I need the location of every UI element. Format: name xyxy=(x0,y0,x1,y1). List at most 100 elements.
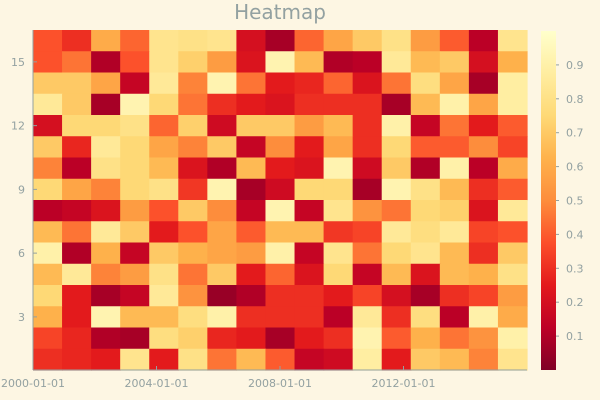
heatmap-cell xyxy=(352,157,383,180)
heatmap-cell xyxy=(294,242,325,265)
heatmap-cell xyxy=(410,30,441,52)
heatmap-cell xyxy=(91,242,121,265)
heatmap-cell xyxy=(410,348,441,371)
heatmap-cell xyxy=(294,200,325,222)
colorbar: 0.1 0.2 0.3 0.4 0.5 0.6 0.7 0.8 0.9 xyxy=(541,31,584,370)
heatmap-cell xyxy=(207,263,238,286)
heatmap-cell xyxy=(149,178,179,201)
heatmap-cell xyxy=(265,157,296,180)
heatmap-cell xyxy=(381,263,412,286)
heatmap-cell xyxy=(62,93,92,116)
heatmap-cell xyxy=(352,136,383,159)
heatmap-cell xyxy=(178,221,208,244)
heatmap-cell xyxy=(62,306,92,329)
heatmap-cell xyxy=(91,115,121,137)
heatmap-cell xyxy=(178,72,208,95)
heatmap-cell xyxy=(149,263,179,286)
heatmap-cell xyxy=(468,115,499,137)
heatmap-cell xyxy=(497,72,528,95)
colorbar-tick-label: 0.2 xyxy=(566,296,584,309)
heatmap-cell xyxy=(468,136,499,159)
axes: 2000-01-01 2004-01-01 2008-01-01 2012-01-01… xyxy=(1,30,527,390)
heatmap-cell xyxy=(120,51,150,74)
heatmap-cell xyxy=(439,72,470,95)
heatmap-cell xyxy=(323,263,354,286)
heatmap-cell xyxy=(323,157,354,180)
heatmap-cell xyxy=(207,242,238,265)
heatmap-cell xyxy=(236,285,267,307)
heatmap-cell xyxy=(33,115,63,137)
heatmap-cell xyxy=(120,93,150,116)
colorbar-tick-label: 0.5 xyxy=(566,195,584,208)
heatmap-cell xyxy=(439,285,470,307)
heatmap-cell xyxy=(33,327,63,350)
heatmap-cell xyxy=(207,51,238,74)
heatmap-cell xyxy=(497,327,528,350)
heatmap-cell xyxy=(381,285,412,307)
heatmap-cell xyxy=(381,30,412,52)
heatmap-cell xyxy=(265,136,296,159)
heatmap-cell xyxy=(439,136,470,159)
heatmap-cell xyxy=(352,242,383,265)
heatmap-cell xyxy=(497,285,528,307)
heatmap-cell xyxy=(91,72,121,95)
heatmap-cell xyxy=(91,306,121,329)
heatmap-cell xyxy=(381,242,412,265)
y-tick-label: 9 xyxy=(18,183,25,196)
heatmap-cell xyxy=(497,263,528,286)
heatmap-cell xyxy=(120,157,150,180)
heatmap-cell xyxy=(120,178,150,201)
heatmap-cell xyxy=(120,285,150,307)
heatmap-cell xyxy=(497,221,528,244)
heatmap-cell xyxy=(323,285,354,307)
heatmap-cell xyxy=(468,285,499,307)
heatmap-cell xyxy=(439,93,470,116)
heatmap-cell xyxy=(91,285,121,307)
heatmap-cell xyxy=(265,285,296,307)
heatmap-cell xyxy=(497,242,528,265)
heatmap-cell xyxy=(468,72,499,95)
heatmap-cell xyxy=(207,157,238,180)
heatmap-cell xyxy=(120,242,150,265)
heatmap-cell xyxy=(265,242,296,265)
heatmap-cell xyxy=(62,51,92,74)
heatmap-cell xyxy=(236,72,267,95)
heatmap-cell xyxy=(178,136,208,159)
heatmap-cell xyxy=(410,200,441,222)
heatmap-cell xyxy=(410,51,441,74)
heatmap-cell xyxy=(236,327,267,350)
heatmap-cell xyxy=(294,93,325,116)
heatmap-cell xyxy=(236,306,267,329)
heatmap-cell xyxy=(294,306,325,329)
heatmap-cell xyxy=(207,221,238,244)
heatmap-cell xyxy=(178,327,208,350)
heatmap-cell xyxy=(120,200,150,222)
heatmap-cell xyxy=(149,136,179,159)
heatmap-cell xyxy=(323,200,354,222)
heatmap-cell xyxy=(91,263,121,286)
heatmap-cell xyxy=(91,157,121,180)
colorbar-tick-label: 0.6 xyxy=(566,161,584,174)
heatmap-cell xyxy=(439,306,470,329)
heatmap-cell xyxy=(439,242,470,265)
heatmap-cell xyxy=(323,178,354,201)
heatmap-cell xyxy=(33,242,63,265)
heatmap-cell xyxy=(236,136,267,159)
heatmap-cell xyxy=(33,72,63,95)
heatmap-cell xyxy=(381,51,412,74)
heatmap-cell xyxy=(439,115,470,137)
heatmap-cell xyxy=(497,30,528,52)
heatmap-cell xyxy=(294,136,325,159)
heatmap-cell xyxy=(294,348,325,371)
heatmap-cell xyxy=(265,51,296,74)
heatmap-cell xyxy=(62,263,92,286)
heatmap-cell xyxy=(497,136,528,159)
heatmap-cell xyxy=(33,200,63,222)
heatmap-cell xyxy=(410,178,441,201)
heatmap-cell xyxy=(497,348,528,371)
heatmap-cell xyxy=(265,72,296,95)
heatmap-cell xyxy=(178,93,208,116)
heatmap-cell xyxy=(468,306,499,329)
heatmap-cell xyxy=(323,327,354,350)
heatmap-cell xyxy=(294,221,325,244)
